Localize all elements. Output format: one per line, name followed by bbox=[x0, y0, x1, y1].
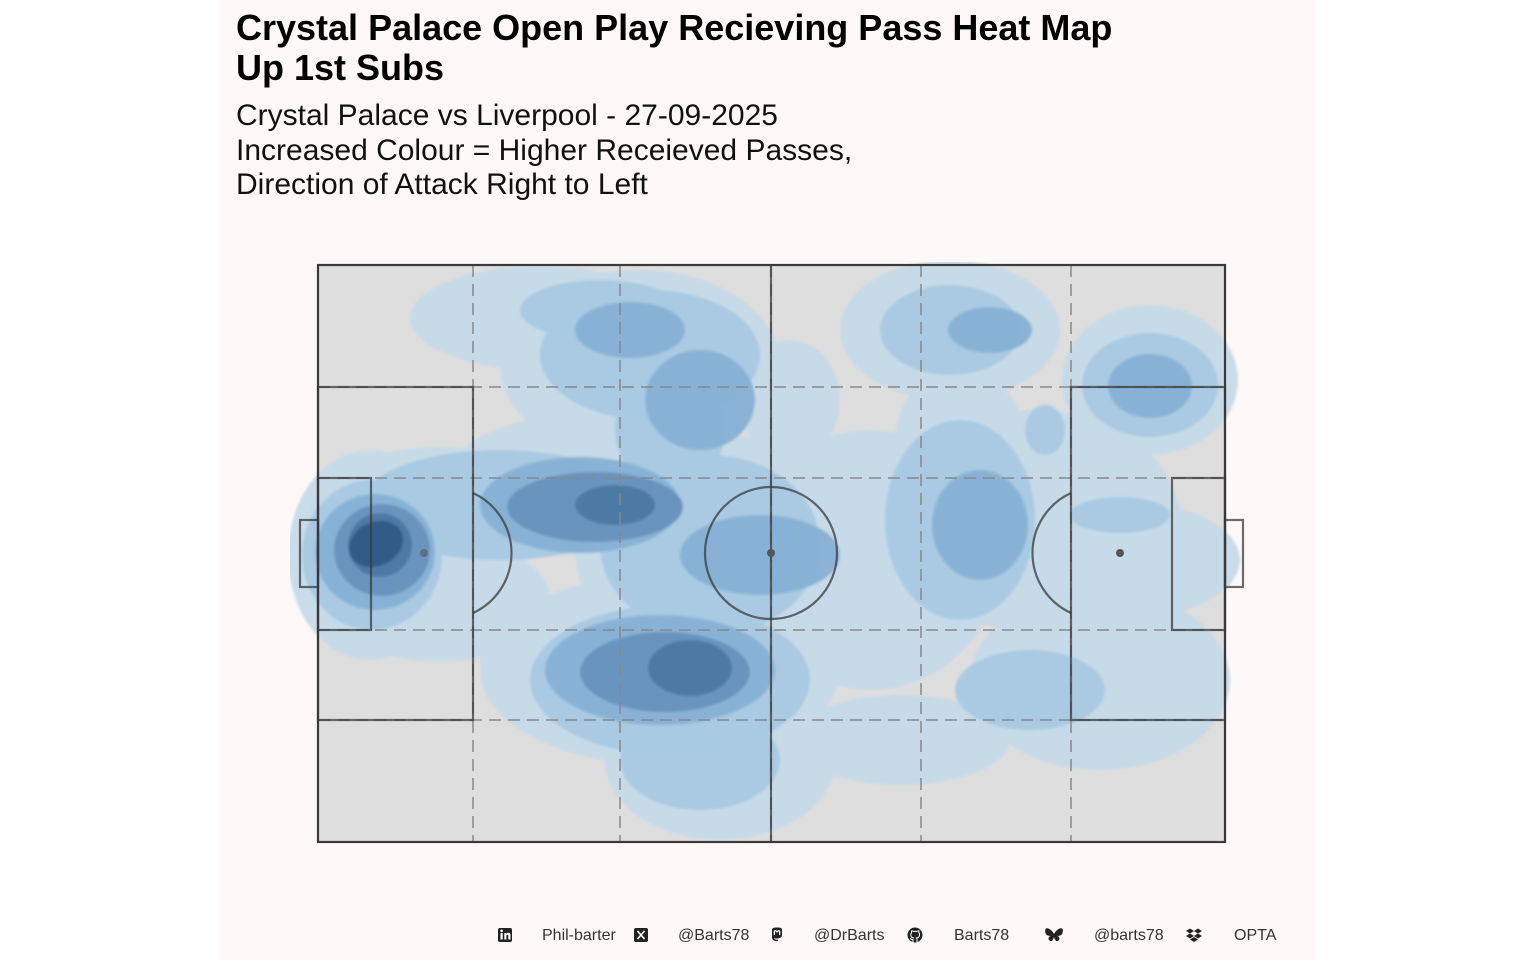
density-blob bbox=[790, 695, 1010, 785]
left-goal bbox=[298, 518, 320, 589]
right-penalty-arc bbox=[1031, 492, 1072, 614]
dropbox-icon[interactable] bbox=[1186, 925, 1202, 945]
subtitle-line-colour-key: Increased Colour = Higher Receieved Pass… bbox=[236, 133, 853, 167]
bluesky-icon[interactable] bbox=[1044, 925, 1064, 945]
chart-title: Crystal Palace Open Play Recieving Pass … bbox=[236, 7, 1113, 88]
pitch-markings bbox=[298, 263, 1245, 844]
left-penalty-spot bbox=[420, 549, 428, 557]
density-blob bbox=[948, 307, 1032, 353]
data-source-label: OPTA bbox=[1234, 927, 1277, 944]
density-blob bbox=[1000, 500, 1240, 620]
right-penalty-spot bbox=[1116, 549, 1124, 557]
mastodon-icon[interactable] bbox=[770, 925, 784, 945]
chart-subtitle: Crystal Palace vs Liverpool - 27-09-2025… bbox=[236, 99, 852, 203]
mastodon-handle[interactable]: @DrBarts bbox=[814, 927, 885, 944]
density-blob bbox=[348, 520, 404, 568]
density-blob bbox=[648, 640, 732, 696]
density-blob bbox=[740, 340, 840, 460]
github-icon[interactable] bbox=[907, 925, 923, 945]
density-blob bbox=[620, 710, 780, 810]
right-goal bbox=[1223, 518, 1245, 589]
linkedin-handle[interactable]: Phil-barter bbox=[542, 927, 616, 944]
density-blob bbox=[1070, 497, 1170, 533]
density-contours bbox=[290, 262, 1240, 840]
x-twitter-icon[interactable] bbox=[634, 925, 648, 945]
left-penalty-arc bbox=[472, 492, 513, 614]
density-blob bbox=[1025, 405, 1065, 455]
bluesky-handle[interactable]: @barts78 bbox=[1094, 927, 1164, 944]
density-blob bbox=[575, 302, 685, 358]
density-level-6 bbox=[348, 520, 404, 568]
density-blob bbox=[575, 485, 655, 525]
centre-circle bbox=[703, 485, 839, 621]
subtitle-line-direction: Direction of Attack Right to Left bbox=[236, 168, 648, 201]
github-handle[interactable]: Barts78 bbox=[954, 927, 1010, 944]
density-blob bbox=[645, 350, 755, 450]
density-blob bbox=[1140, 635, 1230, 725]
pitch-spots bbox=[420, 549, 1124, 557]
density-blob bbox=[932, 470, 1028, 580]
subtitle-line-match: Crystal Palace vs Liverpool - 27-09-2025 bbox=[236, 99, 778, 132]
x-twitter-handle[interactable]: @Barts78 bbox=[678, 927, 750, 944]
density-blob bbox=[955, 650, 1105, 730]
footer-credits: Phil-barter @Barts78 @DrBarts Barts78 @b… bbox=[0, 925, 1536, 947]
linkedin-icon[interactable] bbox=[498, 925, 512, 945]
density-blob bbox=[680, 515, 840, 595]
centre-spot bbox=[767, 549, 775, 557]
